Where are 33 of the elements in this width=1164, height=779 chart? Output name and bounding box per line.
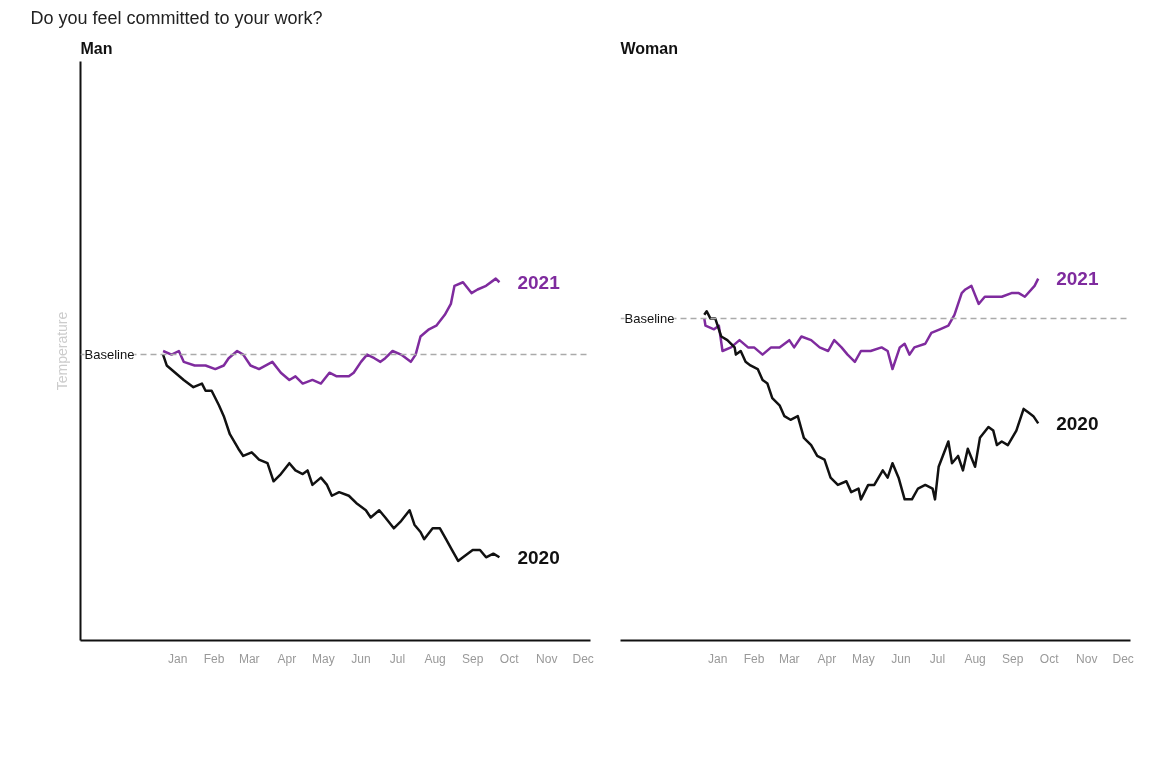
x-tick-label: Mar [778, 651, 800, 666]
x-tick-label: Mar [238, 651, 260, 666]
x-tick-label: Apr [817, 651, 837, 666]
x-tick-label: Dec [1112, 651, 1134, 666]
x-tick-label: Jan [707, 651, 728, 666]
x-tick-label: Jun [351, 651, 371, 666]
x-tick-label: Aug [424, 651, 446, 666]
x-tick-label: Sep [462, 651, 484, 666]
x-tick-label: May [312, 651, 335, 666]
x-tick-label: Feb [743, 651, 765, 666]
x-tick-label: Oct [1039, 651, 1060, 666]
chart-title: Do you feel committed to your work? [30, 7, 323, 28]
chart-subtitle: Woman [620, 39, 678, 57]
series-label: 2020 [1056, 412, 1099, 434]
x-tick-label: Dec [572, 651, 594, 666]
x-tick-label: Aug [964, 651, 986, 666]
ref-line-label: Baseline [84, 347, 135, 363]
x-tick-label: Jun [891, 651, 911, 666]
series-label: 2021 [517, 271, 561, 293]
x-tick-label: Nov [1076, 651, 1098, 666]
series-label: 2021 [1056, 268, 1099, 290]
x-tick-label: Jan [167, 651, 188, 666]
x-tick-label: Nov [536, 651, 558, 666]
chart-subtitle: Man [80, 39, 113, 57]
x-tick-label: May [852, 651, 875, 666]
x-tick-label: Feb [203, 651, 225, 666]
series-label: 2020 [517, 546, 560, 568]
x-tick-label: Jul [389, 651, 406, 666]
x-tick-label: Apr [277, 651, 297, 666]
x-tick-label: Sep [1002, 651, 1024, 666]
x-tick-label: Oct [499, 651, 520, 666]
ref-line-label: Baseline [624, 310, 675, 326]
x-tick-label: Jul [929, 651, 946, 666]
